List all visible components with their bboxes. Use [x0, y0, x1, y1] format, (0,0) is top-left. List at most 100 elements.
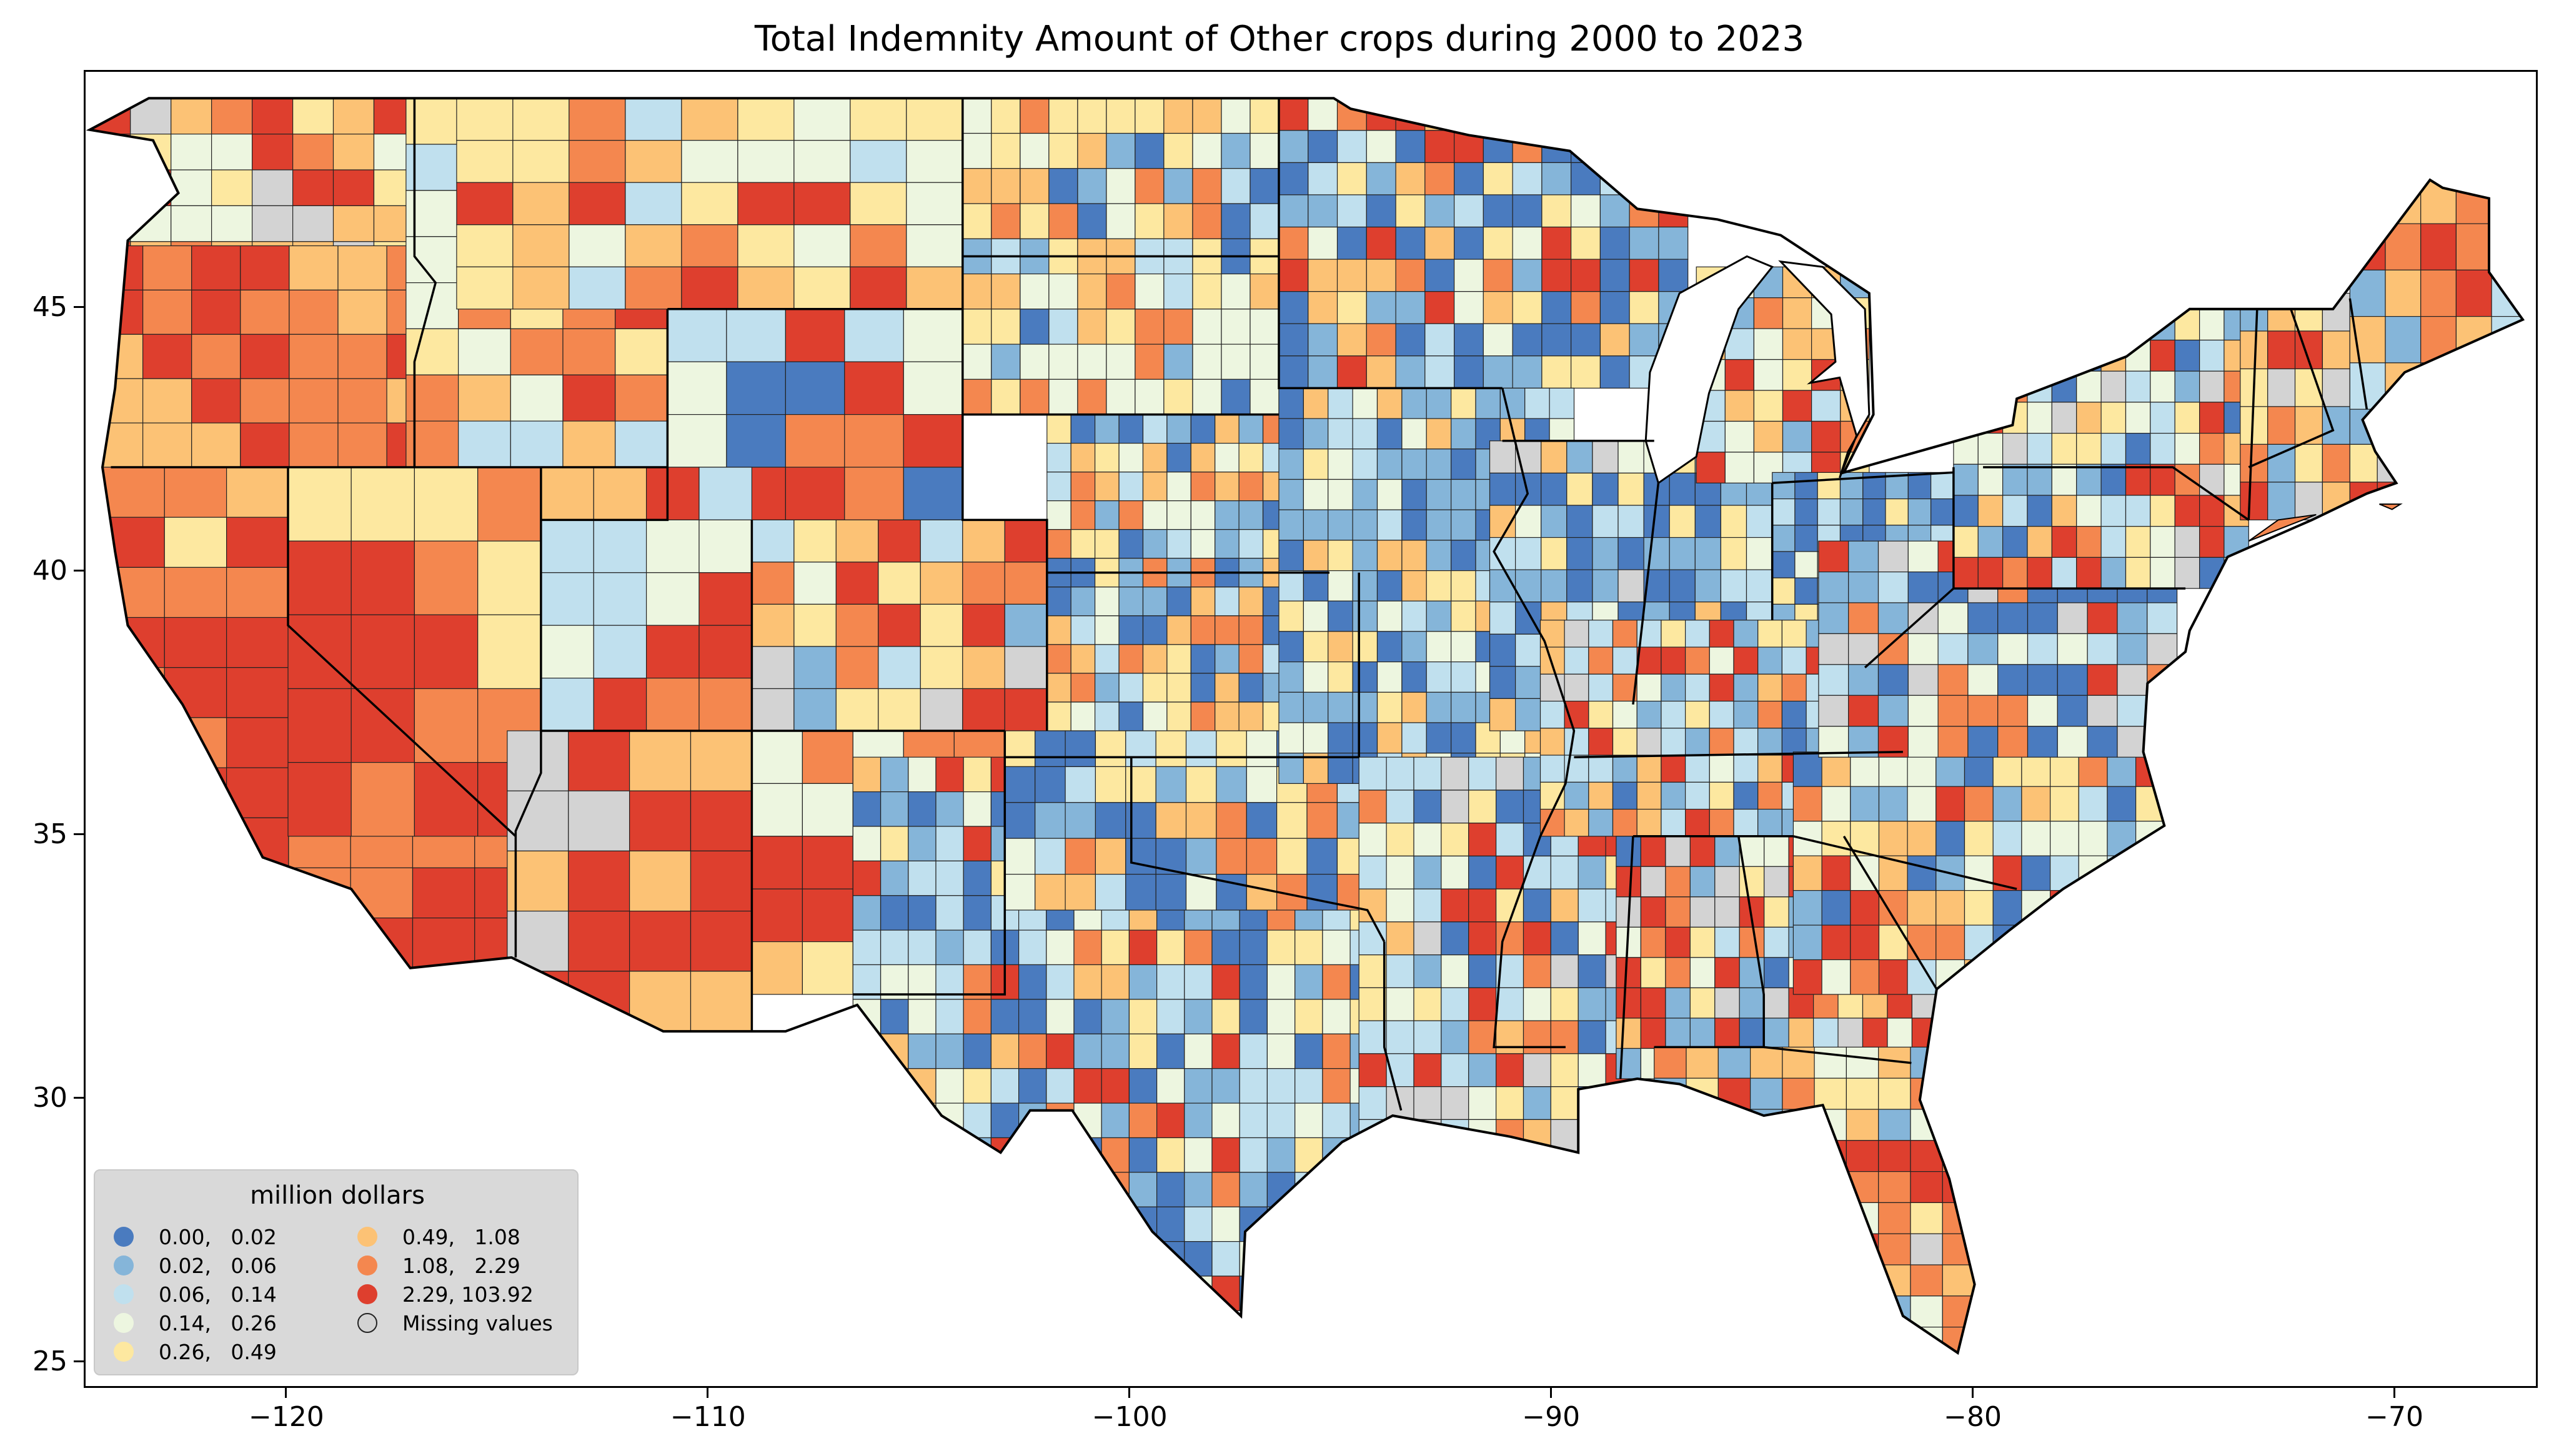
county-region	[1454, 323, 1484, 357]
legend-item: 0.02, 0.06	[114, 1252, 277, 1279]
county-region	[1328, 661, 1353, 693]
county-region	[1101, 1137, 1130, 1173]
y-tick-mark	[74, 833, 84, 836]
county-region	[1612, 755, 1637, 783]
state-boundary	[1383, 941, 1403, 1111]
county-region	[456, 182, 514, 225]
county-region	[908, 756, 937, 793]
county-region	[1386, 823, 1414, 856]
county-region	[880, 756, 909, 793]
county-region	[1070, 587, 1096, 617]
county-region	[615, 374, 668, 422]
county-region	[1578, 1053, 1606, 1087]
county-region	[2057, 695, 2088, 727]
county-region	[1772, 525, 1796, 552]
county-region	[337, 289, 387, 335]
county-region	[2322, 443, 2350, 483]
county-region	[2027, 402, 2053, 434]
county-region	[1451, 722, 1476, 754]
county-region	[2100, 495, 2127, 527]
county-region	[1717, 1109, 1751, 1141]
county-region	[1714, 836, 1740, 867]
county-region	[1395, 323, 1426, 357]
county-region	[991, 132, 1021, 169]
county-region	[1278, 509, 1304, 541]
county-region	[2076, 557, 2102, 589]
county-region	[2002, 463, 2028, 496]
county-region	[1250, 273, 1280, 310]
county-region	[1276, 838, 1308, 875]
county-region	[2322, 292, 2350, 332]
county-region	[2455, 362, 2492, 410]
county-region	[1308, 194, 1338, 228]
county-region	[645, 467, 700, 521]
county-region	[1930, 472, 1954, 500]
county-region	[1846, 1171, 1879, 1203]
county-region	[1328, 478, 1353, 510]
county-region	[1689, 896, 1716, 928]
county-region	[1669, 569, 1696, 603]
county-region	[1709, 700, 1734, 729]
county-region	[852, 929, 882, 966]
county-region	[1665, 836, 1691, 867]
county-region	[1541, 194, 1572, 228]
county-region	[1221, 309, 1251, 345]
county-region	[240, 422, 290, 468]
county-region	[2135, 924, 2165, 961]
x-tick-label: −80	[1944, 1401, 2002, 1433]
county-region	[1512, 291, 1543, 324]
county-region	[1101, 964, 1130, 1000]
county-region	[1190, 529, 1216, 559]
county-region	[1184, 1206, 1213, 1242]
county-region	[1166, 587, 1191, 617]
county-region	[690, 730, 753, 791]
county-region	[211, 169, 253, 207]
county-region	[2125, 526, 2151, 558]
county-region	[1366, 130, 1396, 164]
county-region	[1733, 728, 1759, 756]
county-region	[93, 378, 144, 423]
county-region	[1541, 291, 1572, 324]
county-region	[1094, 587, 1120, 617]
county-region	[1358, 888, 1387, 923]
county-region	[835, 688, 879, 731]
county-region	[2002, 557, 2028, 589]
county-region	[287, 614, 352, 690]
county-region	[1733, 755, 1759, 783]
county-region	[1413, 1053, 1442, 1087]
county-region	[1539, 646, 1565, 675]
county-region	[1907, 695, 1939, 727]
county-region	[1018, 999, 1047, 1034]
county-region	[2377, 406, 2405, 445]
county-region	[1238, 644, 1264, 674]
county-region	[1426, 540, 1452, 572]
county-region	[793, 603, 837, 647]
county-region	[1424, 355, 1455, 389]
county-region	[1246, 838, 1278, 875]
state-boundary	[1772, 471, 1954, 485]
county-region	[1964, 889, 1994, 926]
county-region	[292, 98, 334, 135]
county-region	[2002, 370, 2028, 403]
county-region	[1907, 889, 1937, 926]
county-region	[287, 761, 352, 837]
county-region	[1541, 259, 1572, 292]
county-region	[1266, 929, 1296, 966]
county-region	[1953, 339, 1979, 372]
county-region	[1571, 98, 1601, 131]
county-region	[1818, 695, 1849, 727]
county-region	[1215, 701, 1240, 731]
county-region	[1489, 666, 1516, 699]
county-region	[1451, 570, 1476, 602]
county-region	[1377, 1275, 1406, 1312]
county-region	[1386, 790, 1414, 824]
county-region	[1184, 929, 1213, 966]
county-region	[1166, 673, 1191, 703]
county-region	[1813, 1018, 1839, 1049]
county-region	[1878, 959, 1908, 995]
county-region	[2174, 557, 2200, 589]
county-region	[1717, 1140, 1751, 1172]
county-region	[1564, 728, 1589, 756]
county-region	[1658, 162, 1689, 196]
county-region	[1792, 855, 1822, 891]
